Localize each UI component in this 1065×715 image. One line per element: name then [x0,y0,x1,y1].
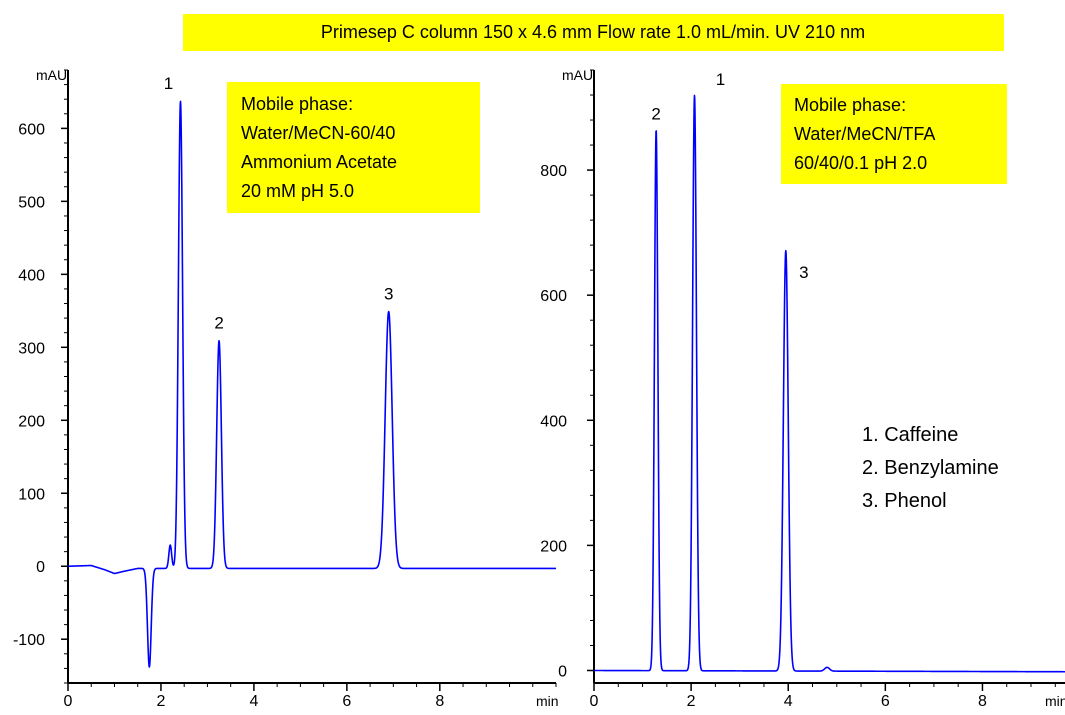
left-mobile-phase-line-1: Mobile phase: [241,94,353,114]
right-mobile-phase-box [781,84,1007,184]
right-mobile-phase-line-3: 60/40/0.1 pH 2.0 [794,153,927,173]
left-y-tick-label: 200 [18,413,45,430]
left-x-tick-label: 8 [435,693,444,710]
right-x-tick-label: 0 [590,693,599,710]
left-peak-label-2: 2 [214,314,223,333]
left-chromatogram-trace [67,100,557,668]
left-y-unit-label: mAU [36,67,67,83]
chromatogram-left: Mobile phase: Water/MeCN-60/40 Ammonium … [13,67,559,710]
left-peak-labels: 1 2 3 [164,74,394,332]
left-x-tick-label: 2 [156,693,165,710]
chromatogram-right: Mobile phase: Water/MeCN/TFA 60/40/0.1 p… [540,67,1065,710]
left-mobile-phase-box [227,82,480,213]
left-mobile-phase-line-4: 20 mM pH 5.0 [241,181,354,201]
left-y-tick-label: 500 [18,194,45,211]
left-peak-label-1: 1 [164,74,173,93]
right-x-tick-label: 6 [881,693,890,710]
right-mobile-phase-line-1: Mobile phase: [794,95,906,115]
left-peak-label-3: 3 [384,284,393,303]
compound-legend: 1. Caffeine 2. Benzylamine 3. Phenol [862,424,999,512]
right-mobile-phase-line-2: Water/MeCN/TFA [794,124,935,144]
title-banner-text: Primesep C column 150 x 4.6 mm Flow rate… [321,22,865,42]
left-y-tick-label: 300 [18,340,45,357]
right-y-tick-label: 0 [558,663,567,680]
left-x-unit-label: min [536,693,559,709]
left-y-tick-label: -100 [13,632,45,649]
legend-item-phenol: 3. Phenol [862,490,947,512]
title-banner: Primesep C column 150 x 4.6 mm Flow rate… [183,14,1004,51]
right-y-tick-label: 800 [540,163,567,180]
left-axes: -100 0 100 200 300 400 500 600 0 2 4 6 8 mAU min [13,67,559,710]
left-x-tick-label: 4 [249,693,258,710]
left-y-tick-label: 600 [18,121,45,138]
right-peak-label-3: 3 [799,263,808,282]
left-y-tick-label: 100 [18,486,45,503]
right-peak-label-1: 1 [716,70,725,89]
right-peak-label-2: 2 [651,104,660,123]
left-y-tick-label: 0 [36,559,45,576]
right-x-tick-label: 2 [687,693,696,710]
right-x-tick-label: 8 [978,693,987,710]
title-banner-box [183,14,1004,51]
right-x-tick-label: 4 [784,693,793,710]
left-mobile-phase-line-2: Water/MeCN-60/40 [241,123,395,143]
right-chromatogram-trace [593,94,1065,673]
legend-item-benzylamine: 2. Benzylamine [862,457,999,479]
right-y-unit-label: mAU [562,67,593,83]
right-y-tick-label: 400 [540,413,567,430]
left-mobile-phase-line-3: Ammonium Acetate [241,152,397,172]
left-y-tick-label: 400 [18,267,45,284]
right-y-tick-label: 600 [540,288,567,305]
right-y-tick-label: 200 [540,538,567,555]
left-x-tick-label: 6 [342,693,351,710]
right-x-unit-label: min [1045,693,1065,709]
right-peak-labels: 2 1 3 [651,70,808,282]
legend-item-caffeine: 1. Caffeine [862,424,958,446]
left-x-tick-label: 0 [64,693,73,710]
right-axes: 0 200 400 600 800 0 2 4 6 8 mAU min [540,67,1065,710]
